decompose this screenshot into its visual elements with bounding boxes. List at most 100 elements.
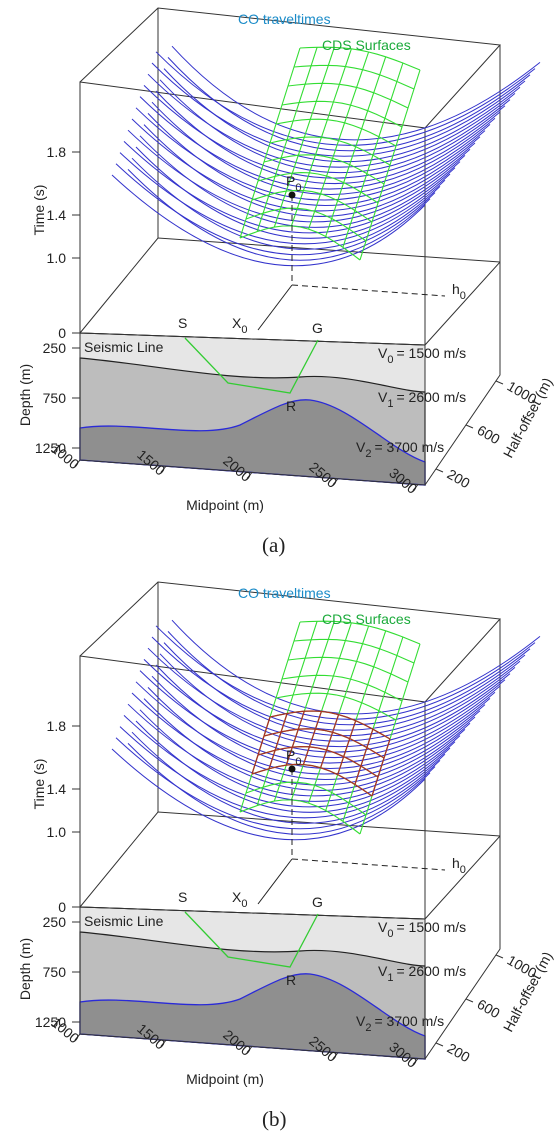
point-p0-label: P0 [286, 747, 301, 768]
cds-grid-line [325, 56, 387, 237]
depth-axis-label: Depth (m) [17, 364, 33, 426]
tick [435, 1042, 444, 1047]
cds-grid-line [354, 728, 374, 785]
midpoint-x0-label: X0 [232, 315, 247, 336]
cds-grid-line [245, 781, 367, 816]
half-offset-tick-label: 200 [445, 1040, 473, 1066]
cds-grid-line [302, 711, 323, 765]
traveltime-curve [147, 647, 516, 742]
traveltime-curve [139, 670, 496, 764]
traveltime-curve [171, 45, 541, 141]
traveltime-curve [143, 659, 506, 753]
tick [74, 459, 81, 467]
traveltime-curve [131, 692, 476, 786]
tick [465, 998, 474, 1003]
receiver-label: G [312, 894, 323, 910]
traveltime-curve [143, 85, 506, 179]
guide [257, 858, 293, 905]
traveltime-curve [135, 720, 451, 813]
velocity-label-main: V [356, 439, 366, 455]
cds-grid-line [287, 656, 409, 683]
midpoint-x0-label-sub: 0 [241, 324, 247, 336]
co-traveltimes-label: CO traveltimes [238, 585, 331, 601]
velocity-label-rest: = 2600 m/s [396, 963, 466, 979]
panel-caption: (b) [262, 1107, 287, 1131]
cds-grid-line [281, 674, 403, 702]
velocity-label-sub: 2 [365, 1022, 371, 1034]
velocity-label-main: V [378, 919, 388, 935]
midpoint-x0-label-sub: 0 [241, 898, 247, 910]
tick [435, 468, 444, 473]
time-axis-label: Time (s) [31, 185, 47, 236]
point-p0-label-sub: 0 [295, 182, 301, 194]
h0-label-main: h [452, 855, 460, 871]
velocity-label-rest: = 1500 m/s [396, 919, 466, 935]
cds-grid-line [257, 172, 379, 204]
velocity-label: V0 = 1500 m/s [378, 919, 466, 940]
midpoint-tick-label: 1000 [48, 1014, 82, 1046]
depth-tick-label: 1250 [35, 1014, 66, 1030]
traveltime-curve [127, 743, 431, 835]
traveltime-curve [131, 118, 476, 212]
traveltime-curve [155, 51, 536, 146]
traveltime-curve [111, 174, 426, 267]
velocity-label: V1 = 2600 m/s [378, 963, 466, 984]
tick [332, 1052, 339, 1060]
cds-grid-line [359, 69, 421, 261]
box-top [79, 581, 502, 703]
cds-grid-line [337, 720, 357, 775]
tick [495, 380, 504, 385]
depth-tick-label: 1250 [35, 440, 66, 456]
traveltime-curve [139, 96, 496, 190]
velocity-label: V2 = 3700 m/s [356, 1013, 444, 1034]
midpoint-tick-label: 1000 [48, 440, 82, 472]
cds-surfaces-label: CDS Surfaces [322, 611, 411, 627]
velocity-label-sub: 0 [387, 928, 393, 940]
panel-caption: (a) [262, 533, 285, 557]
tick [246, 1046, 253, 1053]
h0-label: h0 [452, 281, 466, 302]
traveltime-curve [115, 737, 436, 830]
velocity-label-main: V [356, 1013, 366, 1029]
box-front [79, 655, 426, 920]
velocity-label-rest: = 3700 m/s [374, 439, 444, 455]
traveltime-curve [135, 681, 486, 775]
velocity-label: V0 = 1500 m/s [378, 345, 466, 366]
ray-path [184, 911, 319, 968]
velocity-label-main: V [378, 345, 388, 361]
traveltime-curve [111, 748, 426, 841]
h0-label-main: h [452, 281, 460, 297]
cds-grid-line [319, 714, 340, 768]
time-tick-label: 0 [58, 899, 66, 915]
cds-grid-line [281, 100, 403, 128]
velocity-label-sub: 1 [387, 398, 393, 410]
point-p0 [288, 191, 296, 199]
tick [495, 954, 504, 959]
traveltime-curve [123, 715, 456, 808]
traveltime-curve [119, 152, 446, 245]
tick [74, 1033, 81, 1041]
tick [412, 1058, 419, 1065]
depth-axis-label: Depth (m) [17, 938, 33, 1000]
seismic-line-label: Seismic Line [84, 339, 164, 355]
cds-grid-line [269, 136, 391, 166]
seismic-line-label: Seismic Line [84, 913, 164, 929]
source-label: S [178, 889, 187, 905]
cds-grid-line [251, 763, 373, 797]
cds-grid-line [263, 728, 385, 759]
box-floor [79, 237, 501, 334]
cds-grid-line [239, 225, 361, 261]
time-tick-label: 0 [58, 325, 66, 341]
traveltime-curve [147, 73, 516, 168]
tick [465, 424, 474, 429]
cds-grid-line [268, 713, 288, 769]
cds-grid-line [287, 82, 409, 109]
cds-grid-line [293, 64, 415, 90]
layer-2 [79, 399, 426, 486]
traveltime-curve [135, 107, 486, 201]
velocity-label-sub: 1 [387, 972, 393, 984]
velocity-label-main: V [378, 389, 388, 405]
